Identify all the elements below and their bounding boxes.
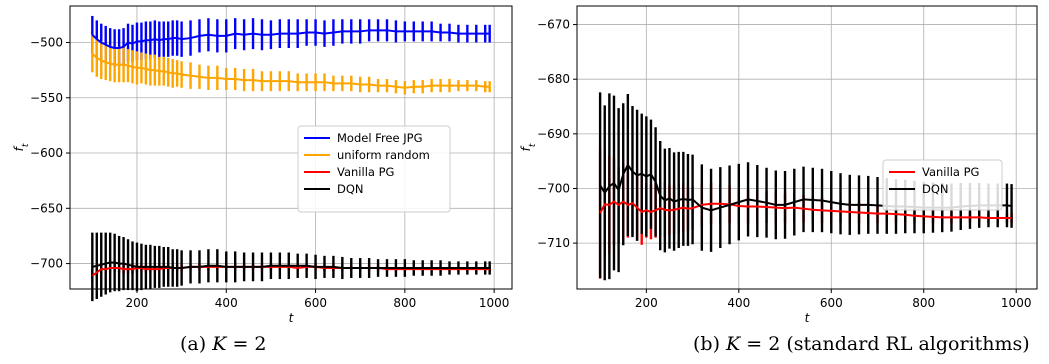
legend-entry: uniform random: [337, 148, 430, 162]
x-tick-label: 200: [635, 296, 658, 310]
x-axis-label: t: [805, 311, 811, 325]
y-tick-label: −680: [537, 72, 570, 86]
legend-entry: Vanilla PG: [922, 165, 979, 179]
x-tick-label: 400: [727, 296, 750, 310]
caption-b-text: = 2 (standard RL algorithms): [740, 333, 1030, 355]
plot-frame: [69, 5, 513, 290]
y-axis-label: ft: [12, 143, 31, 151]
caption-b-label: (b): [693, 333, 720, 355]
x-tick-label: 600: [820, 296, 843, 310]
series-line: [599, 200, 1012, 219]
chart-panel-a: 200 400 600 800 1000 −500 −550 −600 −650 −700 t ft M…: [12, 5, 513, 325]
x-tick-label: 200: [126, 296, 149, 310]
x-tick-label: 400: [215, 296, 238, 310]
legend: Model Free JPG uniform random Vanilla PG DQ…: [297, 125, 451, 213]
legend-entry: DQN: [337, 182, 364, 196]
y-tick-label: −700: [537, 181, 570, 195]
x-axis-label: t: [289, 311, 295, 325]
legend-entry: DQN: [922, 182, 949, 196]
y-tick-label: −670: [537, 18, 570, 32]
caption-b: (b) K = 2 (standard RL algorithms): [693, 333, 1030, 355]
y-axis-label: ft: [520, 143, 538, 151]
caption-a-label: (a): [180, 333, 207, 355]
legend-box: [297, 125, 451, 213]
y-tick-label: −550: [30, 91, 63, 105]
caption-b-variable: K: [726, 333, 741, 355]
x-tick-label: 800: [393, 296, 416, 310]
x-tick-label: 600: [304, 296, 327, 310]
y-tick-label: −710: [537, 236, 570, 250]
caption-a-text: = 2: [226, 333, 267, 355]
x-tick-label: 1000: [1001, 296, 1032, 310]
caption-a: (a) K = 2: [180, 333, 267, 355]
y-tick-label: −690: [537, 127, 570, 141]
y-tick-label: −500: [30, 35, 63, 49]
series-line: [92, 261, 490, 269]
series-model-free-jpg: [91, 15, 491, 67]
legend-entry: Vanilla PG: [337, 165, 394, 179]
legend-entry: Model Free JPG: [337, 131, 422, 145]
plot-frame: [576, 5, 1038, 290]
series-line: [91, 29, 490, 50]
y-tick-label: −650: [30, 201, 63, 215]
y-tick-label: −600: [30, 146, 63, 160]
x-tick-label: 1000: [479, 296, 510, 310]
x-tick-label: 800: [912, 296, 935, 310]
series-line: [91, 52, 490, 89]
legend: Vanilla PG DQN: [882, 159, 1003, 211]
chart-panel-b: 200 400 600 800 1000 −670 −680 −690 −700 −710 t ft V…: [520, 5, 1038, 325]
y-tick-label: −700: [30, 257, 63, 271]
caption-a-variable: K: [212, 333, 227, 355]
